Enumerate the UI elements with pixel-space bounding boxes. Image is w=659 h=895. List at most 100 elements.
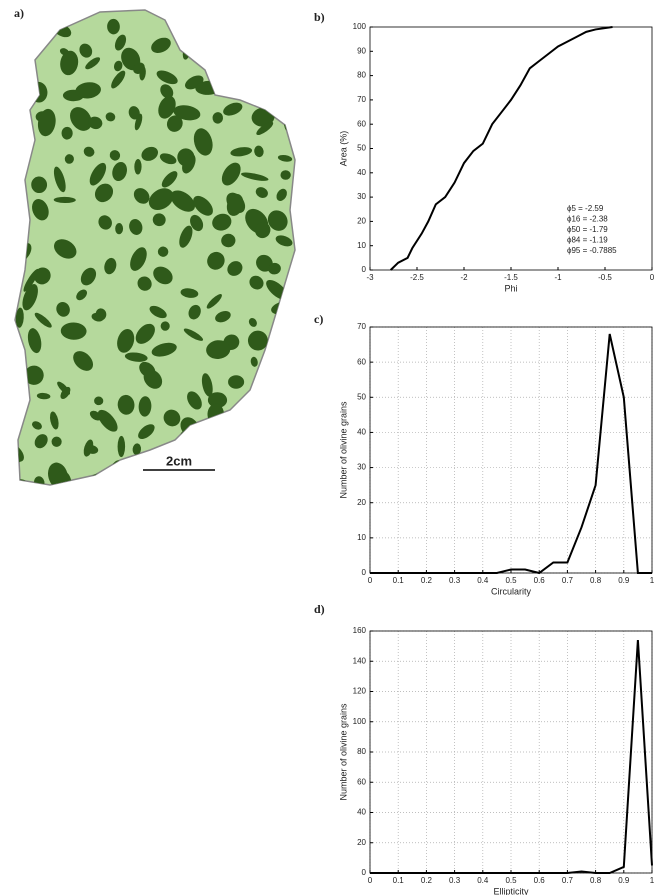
y-tick-label: 70	[357, 95, 366, 104]
x-tick-label: 0.6	[534, 576, 546, 585]
grain	[224, 47, 244, 60]
grain	[280, 170, 291, 180]
grain	[22, 284, 38, 311]
grain	[111, 70, 126, 89]
grain	[105, 112, 116, 122]
x-tick-label: -1.5	[504, 273, 518, 282]
grain	[97, 409, 118, 432]
x-tick-label: 0.6	[534, 876, 546, 885]
grain	[107, 18, 120, 35]
grain	[232, 62, 241, 77]
grain	[280, 468, 293, 477]
grain	[152, 213, 166, 227]
grain	[36, 392, 51, 400]
grain	[70, 107, 92, 131]
grain	[267, 210, 288, 231]
grain	[143, 369, 163, 389]
grain	[277, 154, 293, 162]
grain	[226, 18, 240, 32]
grain	[247, 330, 268, 351]
grain	[230, 147, 253, 157]
grain	[223, 102, 243, 116]
grain	[51, 436, 62, 447]
annotation: ϕ5 = -2.59	[567, 204, 604, 213]
grain	[261, 61, 279, 87]
grain	[215, 310, 231, 323]
grain	[291, 428, 295, 438]
grain	[89, 162, 107, 186]
y-tick-label: 120	[353, 687, 367, 696]
grain	[156, 70, 178, 85]
grain	[15, 21, 28, 30]
grain	[113, 60, 123, 72]
grain	[212, 213, 232, 231]
y-tick-label: 40	[357, 428, 366, 437]
annotation: ϕ84 = -1.19	[567, 236, 608, 245]
grain	[117, 394, 135, 415]
y-tick-label: 80	[357, 747, 366, 756]
y-tick-label: 60	[357, 357, 366, 366]
x-tick-label: 0.2	[421, 576, 433, 585]
grain	[221, 162, 241, 186]
grain	[270, 366, 284, 380]
y-tick-label: 160	[353, 626, 367, 635]
grain	[197, 14, 213, 34]
grain	[148, 188, 174, 211]
x-tick-label: -1	[554, 273, 562, 282]
grain	[124, 352, 148, 362]
y-tick-label: 20	[357, 498, 366, 507]
grain	[276, 188, 287, 201]
grain	[149, 305, 167, 319]
grain	[128, 106, 140, 120]
y-axis-label: Area (%)	[338, 131, 348, 167]
grain	[133, 188, 150, 204]
grain	[60, 322, 87, 340]
grain	[80, 267, 97, 286]
grain	[109, 150, 121, 161]
plot-frame	[369, 326, 653, 574]
grain	[32, 421, 42, 430]
grain	[137, 276, 152, 291]
grain	[268, 262, 281, 275]
grain	[159, 153, 177, 165]
grain	[56, 301, 70, 317]
grain	[193, 195, 213, 216]
grain	[269, 418, 295, 438]
y-tick-label: 60	[357, 777, 366, 786]
grain	[94, 183, 114, 203]
grain	[243, 460, 259, 474]
grain	[225, 481, 242, 485]
grain	[15, 123, 26, 135]
grain	[160, 84, 174, 99]
grain	[139, 66, 146, 81]
y-tick-label: 20	[357, 838, 366, 847]
grain	[157, 246, 169, 257]
grain	[76, 289, 88, 301]
grain	[15, 307, 24, 328]
grain	[135, 323, 155, 344]
grain	[112, 161, 127, 182]
grain	[242, 67, 260, 82]
grain	[254, 145, 264, 158]
grain	[85, 445, 99, 454]
grain	[73, 351, 94, 371]
grain	[161, 171, 178, 188]
y-tick-label: 10	[357, 241, 366, 250]
y-tick-label: 90	[357, 46, 366, 55]
annotation: ϕ95 = -0.7885	[567, 246, 617, 255]
x-tick-label: 1	[650, 876, 655, 885]
grain	[190, 214, 204, 232]
grain	[173, 105, 201, 121]
x-tick-label: 0.5	[505, 576, 517, 585]
grain	[79, 43, 93, 58]
x-axis-label: Circularity	[491, 586, 532, 596]
data-line	[389, 26, 613, 271]
grain	[151, 342, 177, 357]
grain	[132, 443, 142, 456]
x-tick-label: 0.3	[449, 876, 461, 885]
y-tick-label: 40	[357, 808, 366, 817]
grain	[255, 187, 268, 198]
y-tick-label: 100	[353, 22, 367, 31]
